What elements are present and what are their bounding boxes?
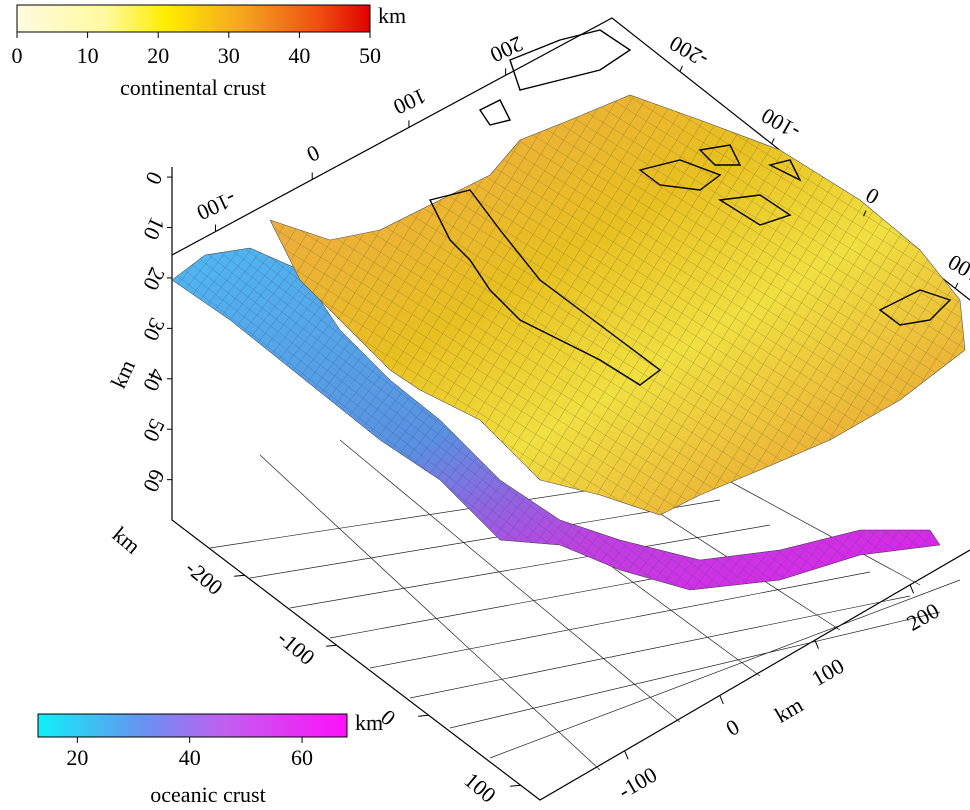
tick-label: -100 (614, 762, 661, 804)
colorbar (16, 4, 371, 33)
oceanic-colorbar: km oceanic crust (37, 710, 383, 807)
colorbar-label: oceanic crust (150, 782, 265, 807)
tick-mark (326, 644, 337, 647)
colorbar-unit: km (378, 3, 406, 28)
colorbar-label: continental crust (120, 75, 266, 100)
tick-label: 40 (288, 43, 310, 68)
tick-label: -100 (193, 186, 240, 226)
axis-label: km (108, 522, 146, 559)
tick-label: 10 (77, 43, 99, 68)
continental-colorbar: km continental crust (16, 3, 406, 100)
tick-label: 20 (147, 43, 169, 68)
tick-label: 50 (359, 43, 381, 68)
tick-label: 20 (66, 745, 88, 770)
tick-mark (719, 695, 724, 705)
tick-mark (510, 784, 521, 787)
tick-label: -200 (181, 555, 228, 600)
tick-label: 60 (291, 745, 313, 770)
tick-label: -100 (273, 625, 320, 670)
tick-label: 60 (138, 465, 170, 496)
tick-label: 100 (390, 83, 430, 120)
tick-mark (863, 210, 867, 217)
tick-mark (679, 65, 683, 72)
tick-label: 10 (138, 213, 170, 244)
axis-label: km (770, 692, 807, 728)
tick-label: 200 (902, 598, 943, 636)
tick-mark (954, 282, 959, 289)
tick-label: 0 (303, 140, 324, 167)
tick-label: 100 (460, 767, 501, 807)
tick-label: 40 (179, 745, 201, 770)
tick-label: 40 (138, 365, 170, 396)
depth-axis-label: km (106, 356, 141, 392)
tick-label: 0 (861, 183, 883, 210)
tick-label: 0 (141, 168, 168, 189)
tick-label: 0 (12, 43, 23, 68)
tick-mark (909, 584, 915, 594)
tick-label: 100 (807, 653, 848, 691)
colorbar-unit: km (355, 710, 383, 735)
tick-mark (771, 138, 775, 145)
tick-label: 0 (722, 714, 744, 741)
tick-mark (814, 639, 819, 649)
tick-label: -200 (665, 31, 712, 73)
oceanic-surface (171, 247, 941, 591)
colorbar (37, 713, 348, 738)
tick-mark (418, 714, 429, 717)
tick-label: 30 (218, 43, 240, 68)
tick-label: -100 (757, 103, 804, 145)
tick-label: 20 (138, 264, 170, 295)
tick-label: 30 (138, 314, 170, 345)
tick-mark (234, 574, 245, 577)
tick-label: 200 (486, 31, 526, 68)
continental-surface (269, 29, 966, 516)
tick-label: 50 (138, 415, 170, 446)
tick-mark (624, 750, 629, 760)
